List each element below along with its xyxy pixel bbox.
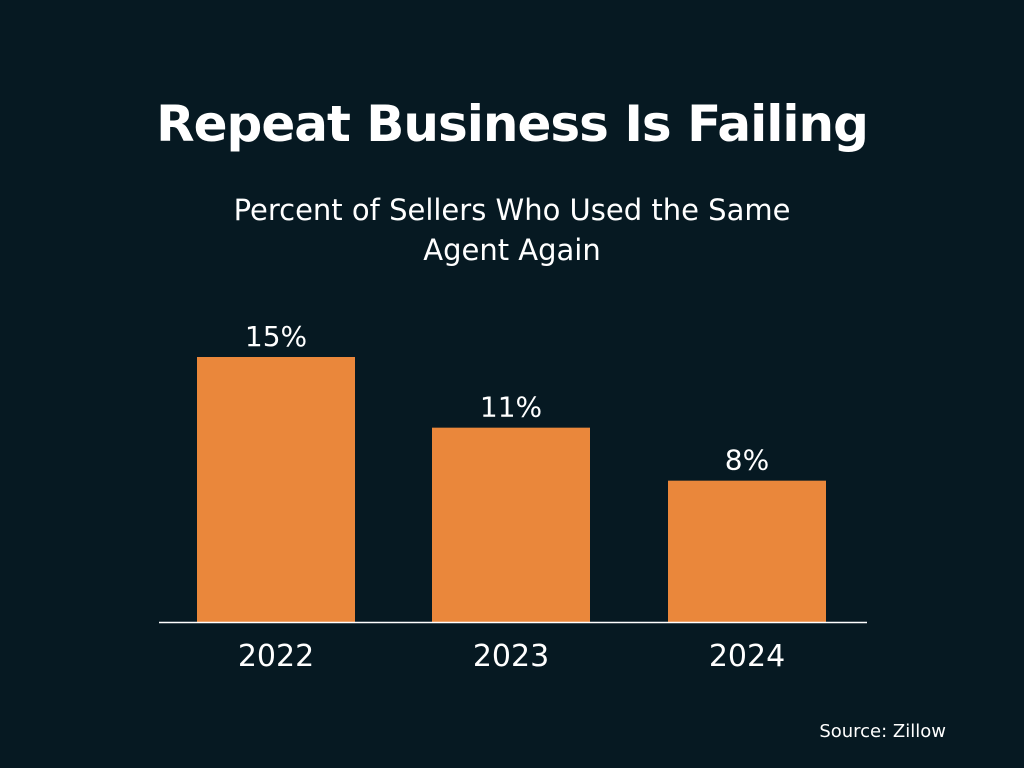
bar-2023 — [432, 427, 590, 622]
data-label-2023: 11% — [480, 391, 542, 424]
x-tick-label-2024: 2024 — [709, 639, 785, 674]
bar-2022 — [197, 357, 355, 622]
x-tick-label-2023: 2023 — [473, 639, 549, 674]
data-label-2024: 8% — [725, 444, 769, 477]
source-note: Source: Zillow — [819, 721, 946, 742]
chart-subtitle: Percent of Sellers Who Used the Same Age… — [233, 193, 791, 267]
chart-title: Repeat Business Is Failing — [156, 95, 869, 153]
bar-2024 — [668, 480, 826, 622]
data-label-2022: 15% — [245, 320, 307, 353]
x-tick-label-2022: 2022 — [238, 639, 314, 674]
